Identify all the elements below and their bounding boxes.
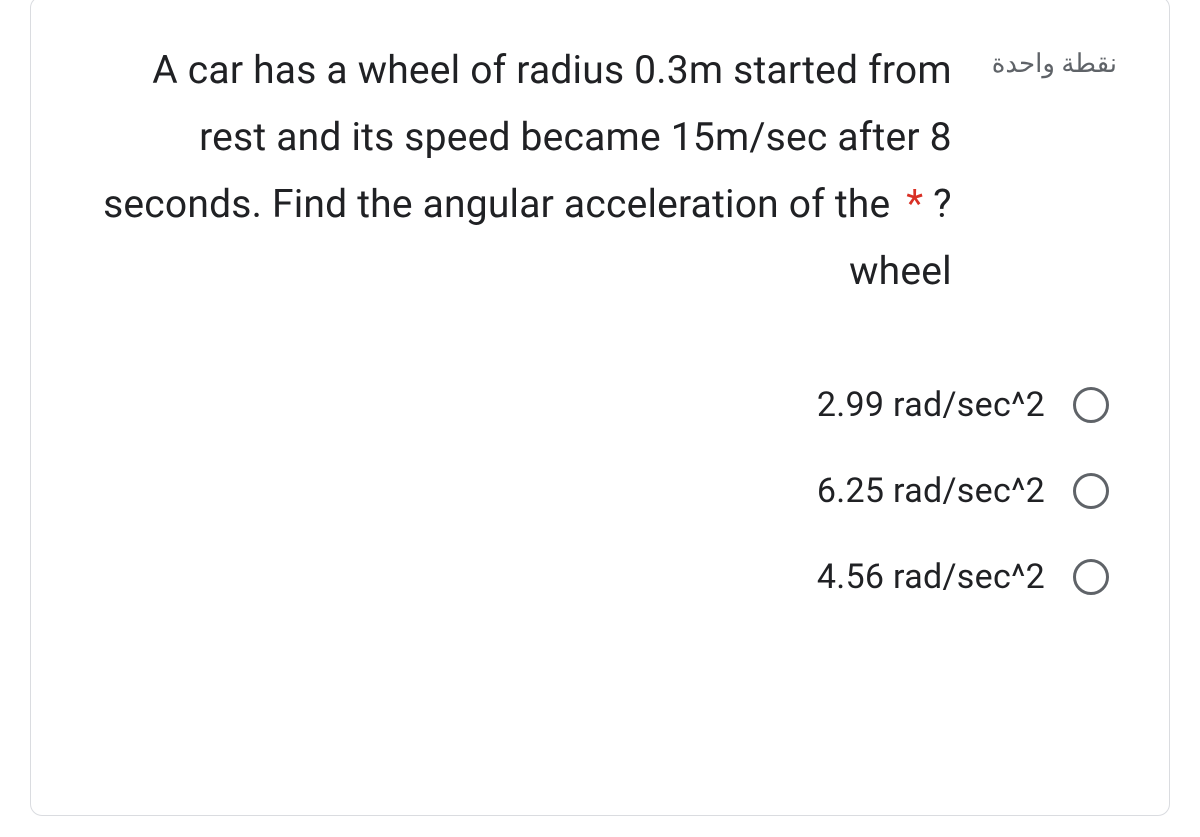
radio-icon[interactable]	[1073, 473, 1109, 509]
points-badge: نقطة واحدة	[992, 49, 1117, 79]
question-card: نقطة واحدة A car has a wheel of radius 0…	[30, 0, 1170, 816]
option-row[interactable]: 2.99 rad/sec^2	[83, 385, 1109, 425]
radio-icon[interactable]	[1073, 387, 1109, 423]
option-row[interactable]: 4.56 rad/sec^2	[83, 557, 1109, 597]
question-header: نقطة واحدة A car has a wheel of radius 0…	[83, 37, 1117, 305]
option-label: 2.99 rad/sec^2	[817, 385, 1045, 425]
options-group: 2.99 rad/sec^2 6.25 rad/sec^2 4.56 rad/s…	[83, 385, 1117, 597]
question-text-main: A car has a wheel of radius 0.3m started…	[103, 47, 952, 227]
required-asterisk: *	[906, 181, 923, 227]
option-label: 4.56 rad/sec^2	[817, 557, 1045, 597]
option-label: 6.25 rad/sec^2	[817, 471, 1045, 511]
option-row[interactable]: 6.25 rad/sec^2	[83, 471, 1109, 511]
question-text: A car has a wheel of radius 0.3m started…	[83, 37, 952, 305]
radio-icon[interactable]	[1073, 559, 1109, 595]
